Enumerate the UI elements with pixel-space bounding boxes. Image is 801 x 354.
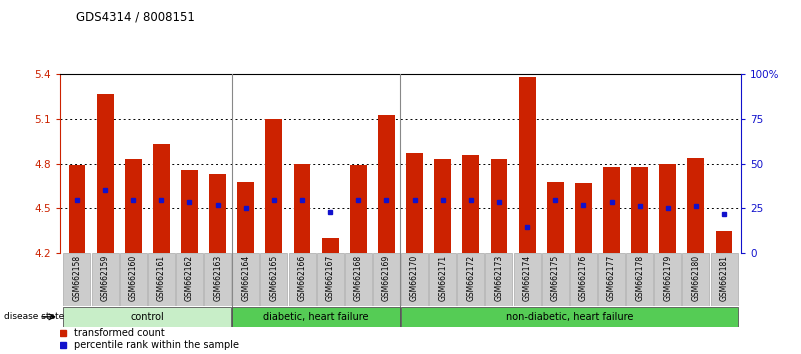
Text: GSM662161: GSM662161 xyxy=(157,255,166,301)
Bar xyxy=(125,159,142,253)
Text: GSM662158: GSM662158 xyxy=(72,255,82,301)
Text: GSM662168: GSM662168 xyxy=(354,255,363,301)
Bar xyxy=(462,155,479,253)
Text: GSM662163: GSM662163 xyxy=(213,255,222,301)
Text: GSM662170: GSM662170 xyxy=(410,255,419,301)
Bar xyxy=(547,182,564,253)
Text: GSM662180: GSM662180 xyxy=(691,255,700,301)
Bar xyxy=(570,253,597,306)
Bar xyxy=(631,167,648,253)
Bar xyxy=(401,307,738,327)
Text: GSM662165: GSM662165 xyxy=(269,255,279,301)
Bar xyxy=(97,94,114,253)
Bar xyxy=(626,253,653,306)
Bar xyxy=(710,253,738,306)
Bar xyxy=(294,164,311,253)
Bar xyxy=(682,253,710,306)
Bar xyxy=(513,253,541,306)
Bar xyxy=(316,253,344,306)
Text: control: control xyxy=(131,312,164,322)
Text: GSM662160: GSM662160 xyxy=(129,255,138,301)
Bar xyxy=(237,182,254,253)
Text: non-diabetic, heart failure: non-diabetic, heart failure xyxy=(505,312,633,322)
Bar xyxy=(153,144,170,253)
Bar xyxy=(148,253,175,306)
Text: GSM662173: GSM662173 xyxy=(494,255,504,301)
Bar xyxy=(232,307,400,327)
Text: diabetic, heart failure: diabetic, heart failure xyxy=(264,312,368,322)
Bar xyxy=(603,167,620,253)
Text: GSM662174: GSM662174 xyxy=(522,255,532,301)
Text: disease state: disease state xyxy=(4,312,64,321)
Text: GSM662159: GSM662159 xyxy=(101,255,110,301)
Text: GSM662171: GSM662171 xyxy=(438,255,447,301)
Text: GSM662175: GSM662175 xyxy=(551,255,560,301)
Text: GSM662166: GSM662166 xyxy=(297,255,307,301)
Bar xyxy=(406,153,423,253)
Bar xyxy=(687,158,704,253)
Bar xyxy=(598,253,625,306)
Bar xyxy=(63,307,231,327)
Bar xyxy=(490,159,507,253)
Bar xyxy=(322,238,339,253)
Bar xyxy=(350,165,367,253)
Bar xyxy=(429,253,457,306)
Bar xyxy=(659,164,676,253)
Text: GSM662177: GSM662177 xyxy=(607,255,616,301)
Bar xyxy=(434,159,451,253)
Text: transformed count: transformed count xyxy=(74,328,164,338)
Text: GSM662169: GSM662169 xyxy=(382,255,391,301)
Bar xyxy=(91,253,119,306)
Text: GSM662176: GSM662176 xyxy=(579,255,588,301)
Bar xyxy=(204,253,231,306)
Bar xyxy=(457,253,485,306)
Text: GSM662167: GSM662167 xyxy=(326,255,335,301)
Text: GSM662164: GSM662164 xyxy=(241,255,250,301)
Bar xyxy=(69,165,86,253)
Text: GSM662162: GSM662162 xyxy=(185,255,194,301)
Bar xyxy=(63,253,91,306)
Bar xyxy=(119,253,147,306)
Bar xyxy=(654,253,682,306)
Bar xyxy=(265,119,282,253)
Bar xyxy=(209,174,226,253)
Bar xyxy=(344,253,372,306)
Text: GSM662172: GSM662172 xyxy=(466,255,475,301)
Text: GSM662179: GSM662179 xyxy=(663,255,672,301)
Bar xyxy=(373,253,400,306)
Text: percentile rank within the sample: percentile rank within the sample xyxy=(74,340,239,350)
Bar xyxy=(176,253,203,306)
Bar xyxy=(541,253,569,306)
Bar xyxy=(401,253,428,306)
Bar xyxy=(378,115,395,253)
Bar xyxy=(575,183,592,253)
Bar xyxy=(181,170,198,253)
Text: GSM662181: GSM662181 xyxy=(719,255,729,301)
Bar xyxy=(715,231,732,253)
Bar xyxy=(260,253,288,306)
Bar xyxy=(485,253,513,306)
Text: GDS4314 / 8008151: GDS4314 / 8008151 xyxy=(76,11,195,24)
Text: GSM662178: GSM662178 xyxy=(635,255,644,301)
Bar xyxy=(232,253,260,306)
Bar xyxy=(519,77,536,253)
Bar xyxy=(288,253,316,306)
